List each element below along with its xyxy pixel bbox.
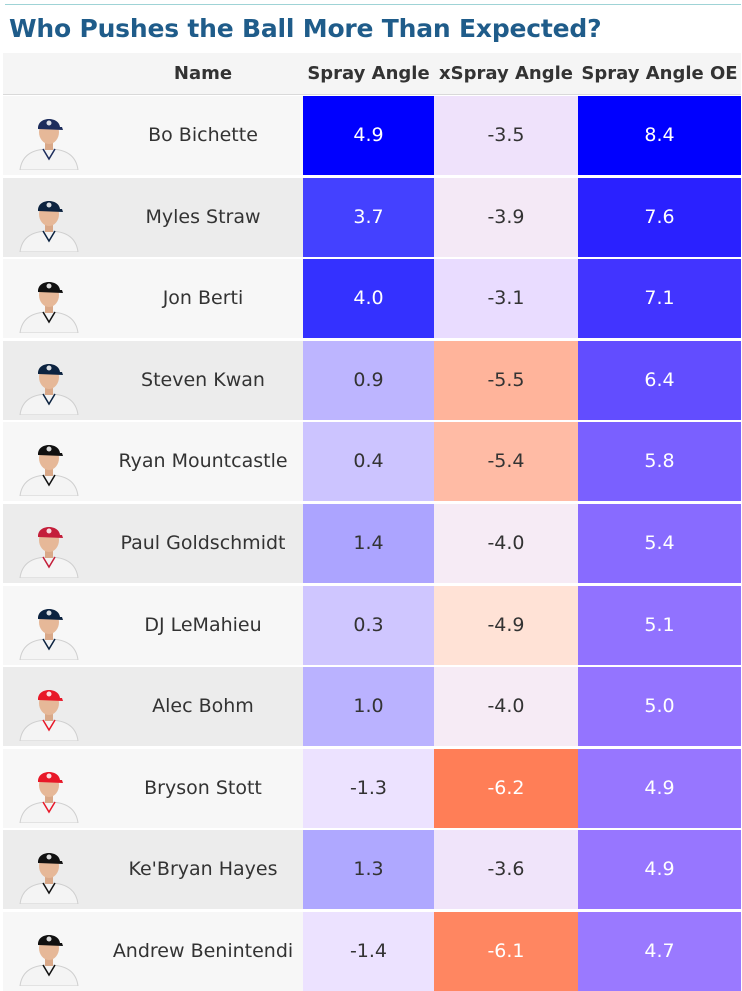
xspray-angle-cell: -6.1: [434, 912, 578, 991]
xspray-angle-cell: -4.9: [434, 586, 578, 665]
player-headshot: [16, 594, 82, 661]
spray-angle-oe-cell: 4.7: [578, 912, 741, 991]
spray-angle-oe-cell: 5.0: [578, 667, 741, 746]
player-headshot: [16, 104, 82, 171]
table-row: Jon Berti 4.0 -3.1 7.1: [3, 259, 741, 338]
spray-angle-oe-cell: 5.8: [578, 422, 741, 501]
spray-angle-cell: 1.4: [303, 504, 434, 583]
player-name: Paul Goldschmidt: [120, 532, 286, 554]
player-name: Ke'Bryan Hayes: [128, 858, 278, 880]
player-name: Jon Berti: [162, 287, 244, 309]
spray-angle-oe-cell: 5.4: [578, 504, 741, 583]
table-row: Ryan Mountcastle 0.4 -5.4 5.8: [3, 422, 741, 501]
player-headshot: [16, 430, 82, 497]
xspray-angle-cell: -3.9: [434, 178, 578, 257]
spray-angle-oe-cell: 7.1: [578, 259, 741, 338]
spray-angle-cell: 0.3: [303, 586, 434, 665]
header-spray-angle-oe: Spray Angle OE: [581, 63, 738, 84]
table-row: Bryson Stott -1.3 -6.2 4.9: [3, 749, 741, 828]
spray-angle-oe-cell: 6.4: [578, 341, 741, 420]
player-headshot: [16, 838, 82, 905]
table-row: Paul Goldschmidt 1.4 -4.0 5.4: [3, 504, 741, 583]
player-headshot: [16, 675, 82, 742]
spray-angle-cell: 1.0: [303, 667, 434, 746]
xspray-angle-cell: -3.6: [434, 830, 578, 909]
chart-title: Who Pushes the Ball More Than Expected?: [9, 14, 602, 43]
player-name: Alec Bohm: [152, 695, 254, 717]
spray-angle-oe-cell: 7.6: [578, 178, 741, 257]
spray-angle-cell: 1.3: [303, 830, 434, 909]
header-name: Name: [173, 63, 233, 84]
spray-angle-cell: -1.3: [303, 749, 434, 828]
player-headshot: [16, 186, 82, 253]
xspray-angle-cell: -3.5: [434, 96, 578, 175]
player-headshot: [16, 267, 82, 334]
player-name: DJ LeMahieu: [144, 614, 262, 636]
player-name: Bo Bichette: [148, 124, 258, 146]
spray-angle-cell: 3.7: [303, 178, 434, 257]
spray-angle-cell: -1.4: [303, 912, 434, 991]
player-headshot: [16, 757, 82, 824]
table-row: Andrew Benintendi -1.4 -6.1 4.7: [3, 912, 741, 991]
header-xspray-angle: xSpray Angle: [439, 63, 573, 84]
spray-angle-oe-cell: 5.1: [578, 586, 741, 665]
top-rule: [5, 4, 741, 5]
table-row: Myles Straw 3.7 -3.9 7.6: [3, 178, 741, 257]
spray-angle-cell: 0.4: [303, 422, 434, 501]
spray-angle-oe-cell: 8.4: [578, 96, 741, 175]
xspray-angle-cell: -5.4: [434, 422, 578, 501]
xspray-angle-cell: -3.1: [434, 259, 578, 338]
table-row: DJ LeMahieu 0.3 -4.9 5.1: [3, 586, 741, 665]
spray-angle-oe-cell: 4.9: [578, 830, 741, 909]
table-row: Alec Bohm 1.0 -4.0 5.0: [3, 667, 741, 746]
table-row: Bo Bichette 4.9 -3.5 8.4: [3, 96, 741, 175]
table-header: Name Spray Angle xSpray Angle Spray Angl…: [3, 53, 741, 95]
player-name: Bryson Stott: [144, 777, 262, 799]
player-headshot: [16, 349, 82, 416]
xspray-angle-cell: -5.5: [434, 341, 578, 420]
player-headshot: [16, 512, 82, 579]
player-name: Ryan Mountcastle: [118, 450, 288, 472]
player-name: Andrew Benintendi: [112, 940, 294, 962]
xspray-angle-cell: -4.0: [434, 667, 578, 746]
table-row: Ke'Bryan Hayes 1.3 -3.6 4.9: [3, 830, 741, 909]
xspray-angle-cell: -6.2: [434, 749, 578, 828]
player-headshot: [16, 920, 82, 987]
player-name: Myles Straw: [145, 206, 261, 228]
xspray-angle-cell: -4.0: [434, 504, 578, 583]
spray-angle-cell: 0.9: [303, 341, 434, 420]
table-row: Steven Kwan 0.9 -5.5 6.4: [3, 341, 741, 420]
spray-angle-cell: 4.9: [303, 96, 434, 175]
header-spray-angle: Spray Angle: [307, 63, 430, 84]
spray-angle-oe-cell: 4.9: [578, 749, 741, 828]
spray-angle-cell: 4.0: [303, 259, 434, 338]
player-name: Steven Kwan: [141, 369, 265, 391]
